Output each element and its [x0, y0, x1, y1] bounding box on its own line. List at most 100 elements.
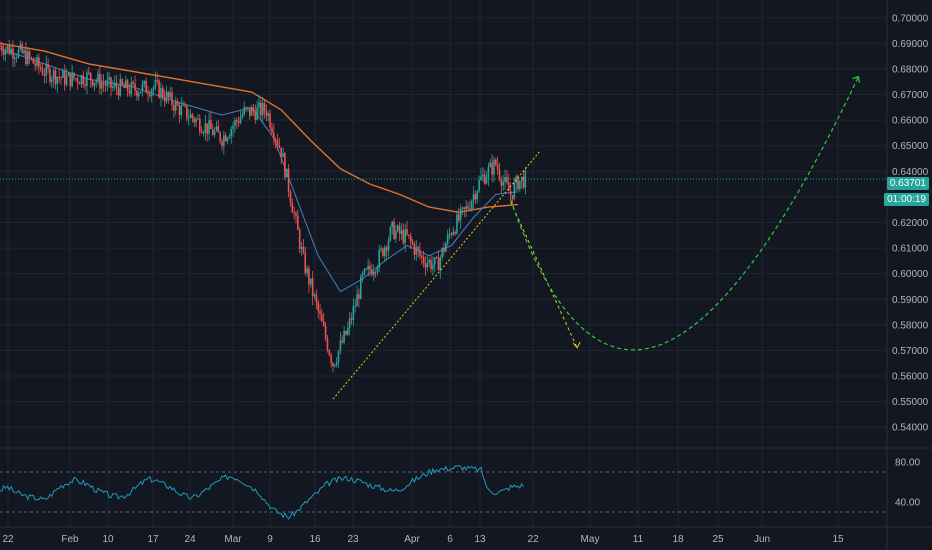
candle-body	[189, 114, 192, 118]
candle-body	[219, 132, 221, 142]
candle-body	[517, 176, 519, 190]
candle-body	[285, 168, 288, 178]
candle-body	[174, 101, 177, 111]
countdown-label: 01:00:19	[884, 193, 929, 206]
candle-body	[474, 194, 477, 200]
candle-body	[478, 180, 480, 192]
time-tick-label: 13	[474, 534, 486, 545]
candle-body	[84, 84, 86, 86]
candle-body	[311, 278, 314, 297]
projection-down-arrowhead	[572, 341, 581, 349]
candle-body	[136, 90, 138, 97]
candle-body	[232, 125, 234, 129]
candle-body	[291, 202, 294, 213]
candle-body	[415, 246, 418, 255]
candle-body	[176, 101, 179, 106]
candle-body	[217, 126, 220, 133]
candle-body	[184, 104, 186, 106]
candle-body	[485, 177, 488, 184]
candle-body	[38, 57, 40, 68]
candle-body	[348, 318, 351, 328]
candle-body	[117, 88, 120, 96]
candle-body	[402, 230, 405, 244]
candle-body	[507, 182, 510, 191]
candle-body	[86, 72, 88, 86]
candle-body	[58, 77, 60, 79]
price-tick-label: 0.68000	[892, 64, 929, 75]
candle-body	[14, 57, 16, 59]
candle-body	[437, 257, 440, 271]
candle-body	[483, 174, 486, 184]
candle-body	[448, 233, 451, 235]
price-tick-label: 0.56000	[892, 372, 929, 383]
candle-body	[263, 103, 266, 112]
candle-body	[409, 235, 412, 242]
candle-body	[354, 306, 356, 308]
candle-body	[239, 117, 242, 124]
candle-body	[51, 79, 53, 82]
candle-body	[143, 80, 146, 85]
candle-body	[396, 225, 399, 231]
candle-body	[482, 174, 484, 177]
candle-body	[156, 79, 159, 81]
time-tick-label: Feb	[61, 534, 79, 545]
candle-body	[260, 102, 262, 116]
candle-body	[274, 139, 277, 141]
candle-body	[321, 313, 323, 322]
candle-body	[215, 126, 218, 131]
candle-body	[4, 49, 7, 55]
candle-body	[128, 90, 131, 94]
candle-body	[69, 73, 72, 87]
candle-body	[67, 73, 70, 77]
candle-body	[520, 176, 523, 181]
candle-body	[461, 207, 464, 209]
price-tick-label: 0.67000	[892, 90, 929, 101]
time-tick-label: 11	[633, 534, 644, 545]
candle-body	[359, 276, 362, 299]
candle-body	[45, 63, 48, 76]
candle-body	[404, 229, 406, 244]
candle-body	[445, 243, 447, 252]
candle-body	[376, 267, 379, 273]
candle-body	[300, 246, 303, 249]
candle-body	[378, 249, 381, 268]
candle-body	[297, 215, 299, 231]
candle-body	[49, 68, 51, 82]
candle-body	[247, 107, 249, 109]
candle-body	[350, 318, 353, 320]
candle-body	[71, 72, 73, 87]
trendline	[332, 150, 541, 400]
candle-body	[152, 87, 155, 91]
candle-body	[496, 164, 499, 170]
candle-body	[341, 340, 344, 343]
rsi-pane[interactable]	[0, 465, 887, 520]
candle-body	[15, 57, 18, 59]
candle-body	[25, 50, 27, 65]
candle-body	[352, 306, 355, 320]
candle-body	[75, 78, 77, 80]
price-tick-label: 0.55000	[892, 397, 929, 408]
drawings[interactable]	[0, 75, 887, 400]
candle-body	[110, 77, 112, 88]
candle-body	[2, 51, 5, 55]
price-tick-label: 0.60000	[892, 269, 929, 280]
candle-body	[32, 58, 35, 64]
candle-body	[282, 153, 284, 158]
candle-body	[154, 79, 157, 88]
candle-body	[137, 93, 140, 97]
candle-body	[293, 212, 295, 214]
time-axis[interactable]: 22 Feb 10 17 24 Mar 9 16 23 Apr 6 13 22 May 11 18 25 Jun 1…	[2, 534, 844, 545]
candle-body	[493, 159, 495, 175]
candle-body	[19, 44, 22, 50]
time-tick-label: 10	[102, 534, 114, 545]
candle-body	[180, 105, 183, 116]
candle-body	[210, 120, 212, 130]
candle-body	[91, 80, 94, 86]
candle-body	[389, 227, 392, 241]
candle-body	[393, 221, 395, 239]
candle-body	[60, 77, 62, 79]
candle-body	[119, 79, 122, 96]
projection-down-arrow	[510, 201, 578, 349]
